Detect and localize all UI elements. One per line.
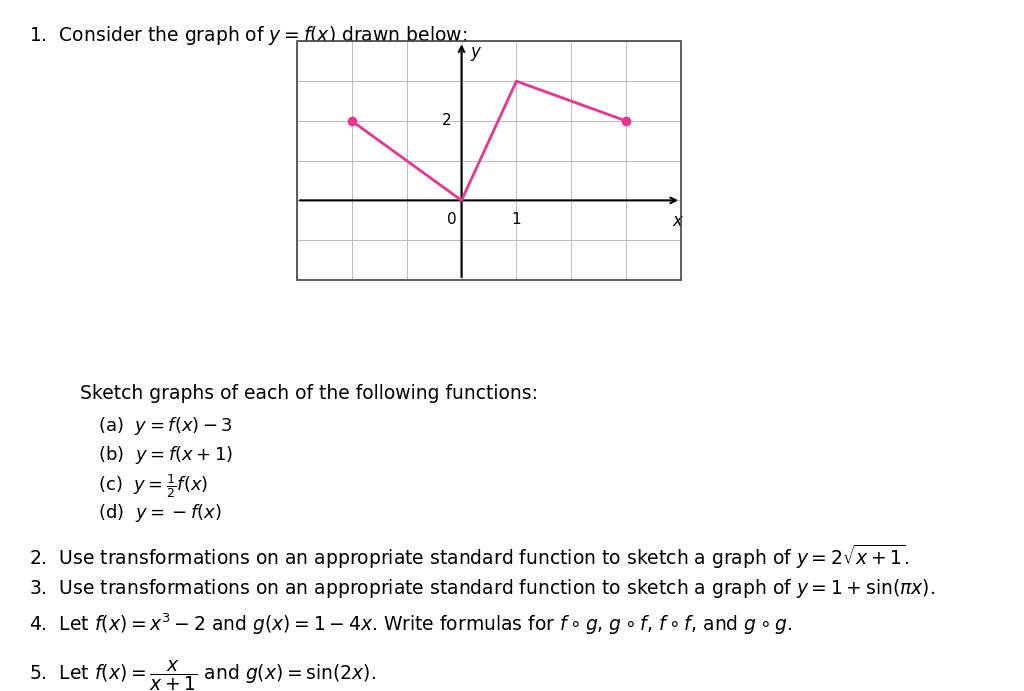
Text: 1: 1	[512, 211, 521, 227]
Text: 2.  Use transformations on an appropriate standard function to sketch a graph of: 2. Use transformations on an appropriate…	[29, 542, 909, 571]
Text: 3.  Use transformations on an appropriate standard function to sketch a graph of: 3. Use transformations on an appropriate…	[29, 577, 935, 600]
Text: 1.  Consider the graph of $y = f(x)$ drawn below:: 1. Consider the graph of $y = f(x)$ draw…	[29, 24, 467, 47]
Text: 5.  Let $f(x) = \dfrac{x}{x+1}$ and $g(x) = \sin(2x)$.: 5. Let $f(x) = \dfrac{x}{x+1}$ and $g(x)…	[29, 658, 376, 691]
Text: (d)  $y = -f(x)$: (d) $y = -f(x)$	[87, 502, 222, 524]
Text: 0: 0	[446, 211, 457, 227]
Text: 4.  Let $f(x) = x^3 - 2$ and $g(x) = 1-4x$. Write formulas for $f \circ g$, $g \: 4. Let $f(x) = x^3 - 2$ and $g(x) = 1-4x…	[29, 612, 793, 637]
Text: (b)  $y = f(x+1)$: (b) $y = f(x+1)$	[87, 444, 233, 466]
Text: Sketch graphs of each of the following functions:: Sketch graphs of each of the following f…	[56, 384, 539, 402]
Text: (a)  $y = f(x) - 3$: (a) $y = f(x) - 3$	[87, 415, 232, 437]
Text: (c)  $y = \frac{1}{2}f(x)$: (c) $y = \frac{1}{2}f(x)$	[87, 473, 208, 500]
Text: 2: 2	[442, 113, 452, 129]
Text: $x$: $x$	[672, 211, 684, 229]
Text: $y$: $y$	[470, 45, 482, 63]
